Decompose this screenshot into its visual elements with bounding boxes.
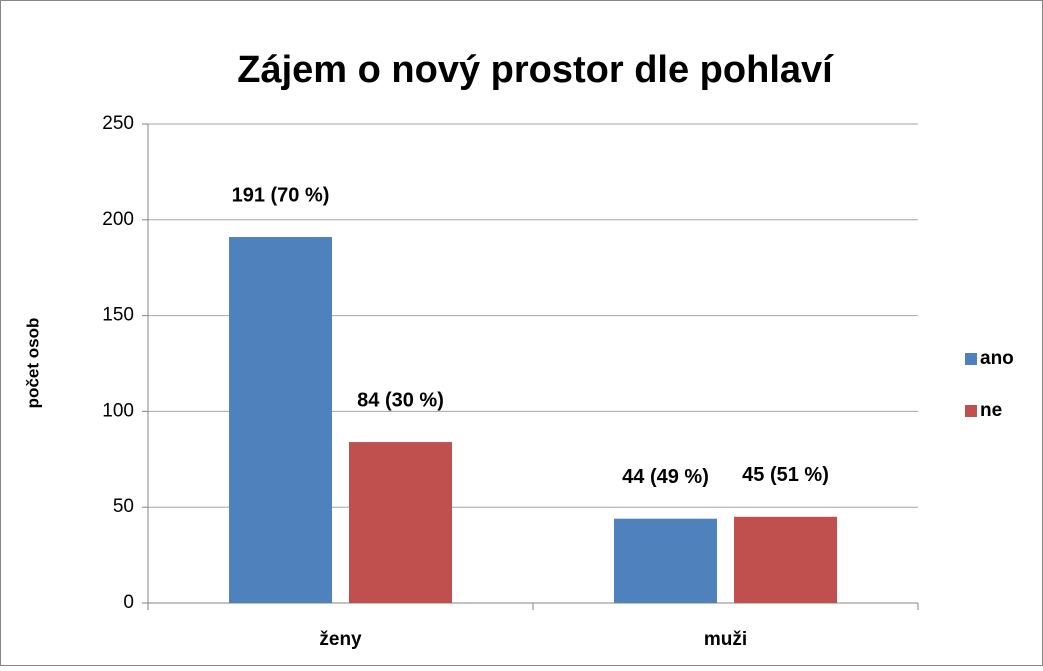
y-tick-label: 50	[113, 496, 134, 517]
y-tick-label: 250	[102, 113, 134, 134]
value-label: 84 (30 %)	[357, 389, 444, 411]
y-axis-label: počet osob	[23, 318, 42, 409]
legend-label: ne	[980, 400, 1002, 421]
value-label: 44 (49 %)	[622, 466, 709, 488]
value-label: 45 (51 %)	[742, 464, 829, 486]
bar	[614, 518, 717, 603]
y-tick-label: 150	[102, 305, 134, 326]
y-tick-label: 0	[123, 592, 134, 613]
value-label: 191 (70 %)	[232, 184, 330, 206]
x-tick-label: ženy	[319, 629, 362, 650]
legend-swatch	[965, 353, 977, 365]
y-tick-label: 200	[102, 209, 134, 230]
bar	[229, 237, 332, 603]
y-tick-label: 100	[102, 400, 134, 421]
bar	[349, 442, 452, 603]
bar	[734, 516, 837, 603]
x-tick-label: muži	[704, 629, 747, 650]
legend-swatch	[965, 405, 977, 417]
legend-label: ano	[980, 348, 1014, 369]
chart-title: Zájem o nový prostor dle pohlaví	[237, 49, 834, 91]
